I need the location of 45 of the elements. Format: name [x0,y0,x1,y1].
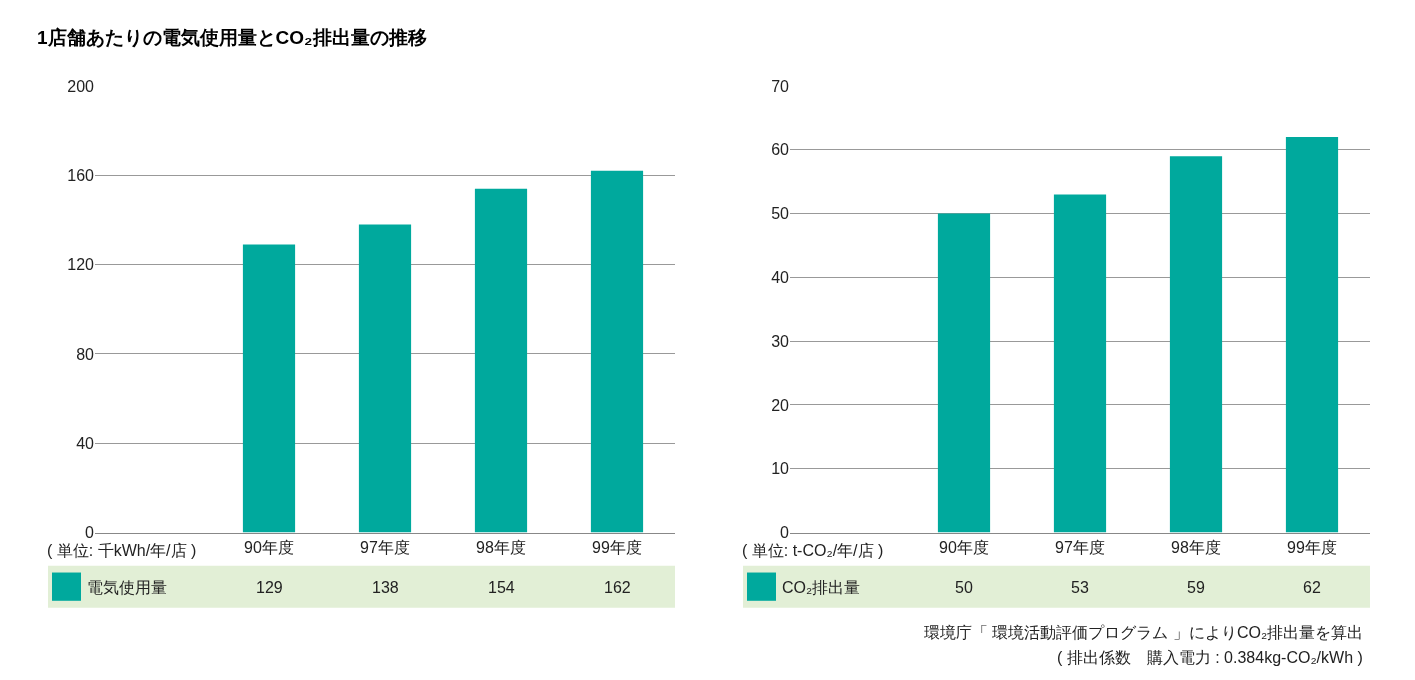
bar [358,224,412,533]
bar [1053,194,1107,533]
bar [1285,137,1339,533]
legend-label: 電気使用量 [87,579,167,596]
y-tick-label: 50 [771,205,790,223]
y-tick-label: 40 [771,268,790,286]
x-tick-label: 90年度 [939,538,989,556]
y-tick-label: 10 [771,460,790,478]
data-label: 53 [1071,579,1089,596]
y-axis-title: ( 単位: 千kWh/年/店 ) [47,542,197,559]
y-tick-label: 30 [771,332,790,350]
y-tick-label: 60 [771,141,790,159]
y-tick-label: 120 [67,256,95,274]
legend-label: CO₂排出量 [782,579,861,596]
text: 環境庁「 環境活動評価プログラム 」によりCO₂排出量を算出 [924,624,1364,641]
data-label: 50 [955,579,973,596]
data-label: 59 [1187,579,1205,596]
x-tick-label: 98年度 [1171,538,1221,556]
x-tick-label: 98年度 [476,538,526,556]
x-tick-label: 97年度 [1055,538,1105,556]
x-tick-label: 99年度 [1287,538,1337,556]
text: ( 排出係数 購入電力 : 0.384kg-CO₂/kWh ) [1057,649,1363,666]
y-tick-label: 70 [771,77,790,95]
bar [242,244,296,533]
bar [474,188,528,533]
bar [937,213,991,533]
y-tick-label: 80 [76,345,95,363]
bar [1169,156,1223,533]
y-tick-label: 0 [780,524,790,542]
x-tick-label: 90年度 [244,538,294,556]
data-label: 129 [256,579,283,596]
data-label: 62 [1303,579,1321,596]
y-axis-title: ( 単位: t-CO₂/年/店 ) [742,542,884,559]
data-label: 138 [372,579,399,596]
chart-title: 1店舗あたりの電気使用量とCO₂排出量の推移 [37,27,427,48]
data-label: 162 [604,579,631,596]
data-label: 154 [488,579,515,596]
y-tick-label: 200 [67,77,95,95]
y-tick-label: 0 [85,524,95,542]
x-tick-label: 97年度 [360,538,410,556]
bar [590,170,644,533]
y-tick-label: 20 [771,396,790,414]
y-tick-label: 40 [76,434,95,452]
y-tick-label: 160 [67,166,95,184]
x-tick-label: 99年度 [592,538,642,556]
